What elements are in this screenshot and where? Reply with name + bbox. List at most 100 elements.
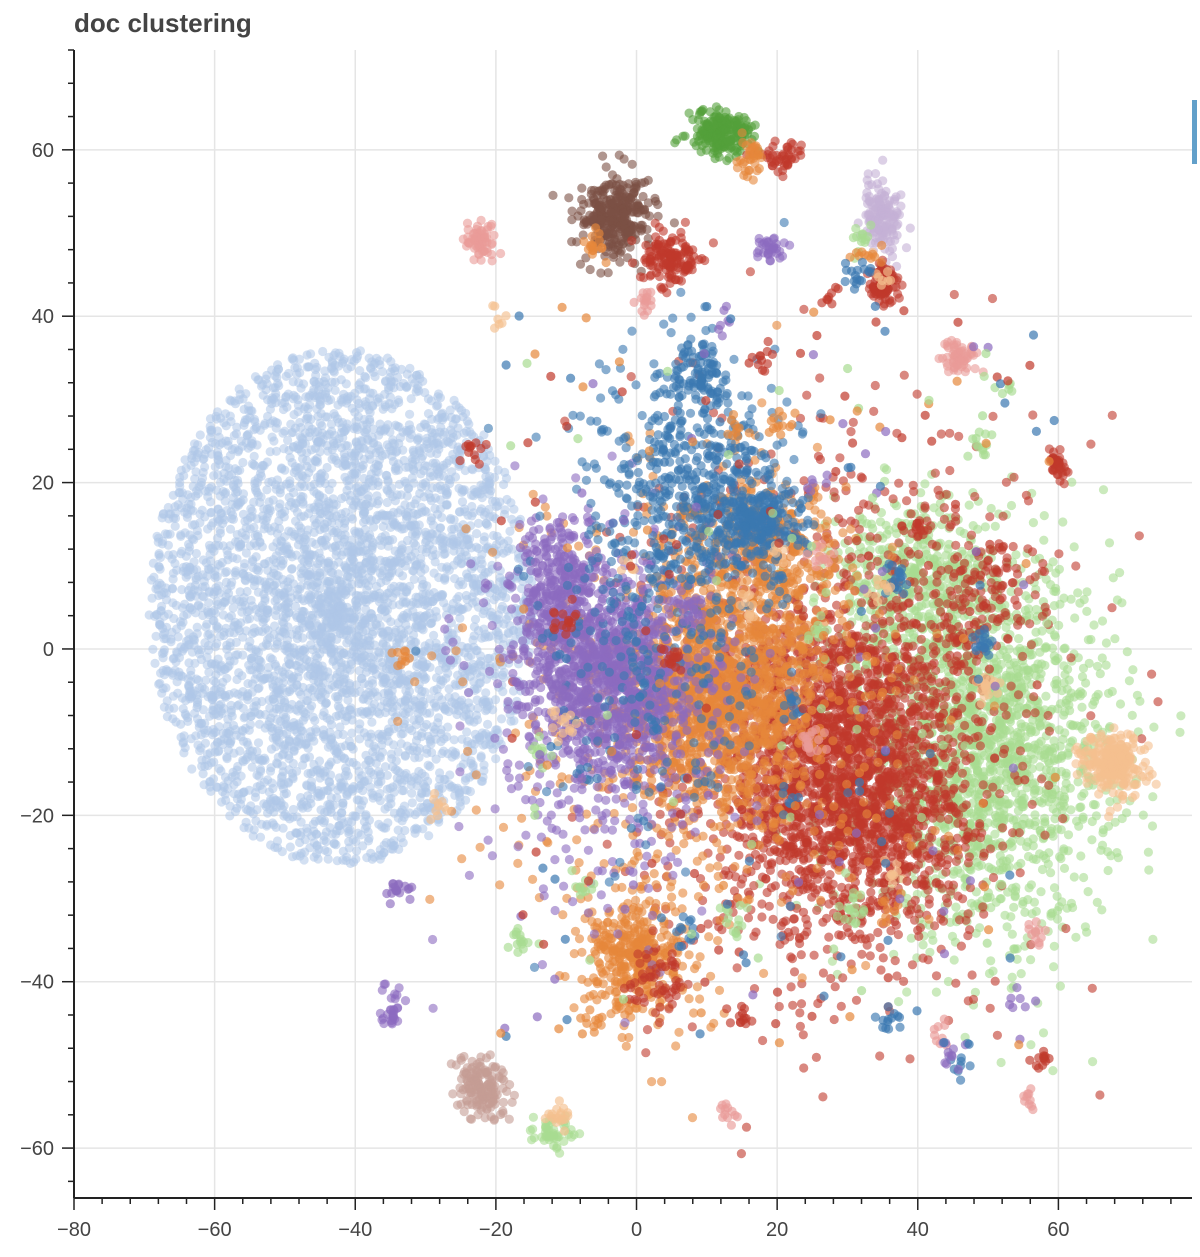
data-point <box>388 517 398 527</box>
data-point <box>304 622 314 632</box>
data-point <box>414 520 424 530</box>
data-point <box>247 665 257 675</box>
data-point <box>418 595 428 605</box>
data-point <box>470 739 480 749</box>
data-point <box>204 667 214 677</box>
data-point <box>315 478 325 488</box>
data-point <box>1007 972 1017 982</box>
data-point <box>187 764 197 774</box>
data-point <box>273 752 283 762</box>
data-point <box>338 846 348 857</box>
data-point <box>247 762 257 772</box>
data-point <box>228 603 238 613</box>
data-point <box>306 414 316 424</box>
data-point <box>478 697 488 707</box>
data-point <box>286 497 296 507</box>
data-point <box>442 458 452 468</box>
data-point <box>287 673 297 683</box>
data-point <box>274 381 284 391</box>
data-point <box>269 522 280 532</box>
data-point <box>241 389 251 399</box>
data-point <box>218 728 228 738</box>
data-point <box>276 561 286 571</box>
data-point <box>420 674 430 685</box>
data-point <box>377 735 387 745</box>
data-point <box>375 796 385 806</box>
data-point <box>220 515 230 525</box>
data-point <box>315 765 325 775</box>
data-point <box>350 469 360 480</box>
data-point <box>1059 863 1070 874</box>
data-point <box>191 731 201 741</box>
data-point <box>192 486 202 496</box>
data-point <box>202 619 212 629</box>
data-point <box>251 816 261 826</box>
data-point <box>210 747 220 757</box>
data-point <box>287 457 297 468</box>
data-point <box>364 450 374 460</box>
data-point <box>348 554 358 565</box>
data-point <box>154 549 164 559</box>
data-point <box>290 725 300 735</box>
data-point <box>298 633 308 643</box>
data-point <box>403 773 413 783</box>
data-point <box>393 825 403 835</box>
data-point <box>446 412 456 422</box>
data-point <box>320 535 330 545</box>
data-point <box>472 529 482 539</box>
data-point <box>411 561 421 571</box>
data-point <box>454 483 464 493</box>
data-point <box>1083 887 1093 897</box>
data-point <box>300 428 310 438</box>
data-point <box>384 727 394 737</box>
data-point <box>358 509 369 519</box>
data-point <box>281 542 291 553</box>
data-point <box>192 674 202 684</box>
data-point <box>298 471 308 481</box>
data-point <box>455 613 465 623</box>
data-point <box>276 481 286 491</box>
data-point <box>272 714 282 725</box>
data-point <box>347 545 358 556</box>
data-point <box>154 562 164 572</box>
data-point <box>170 521 180 531</box>
data-point <box>228 553 238 563</box>
data-point <box>264 497 274 507</box>
data-point <box>445 770 455 780</box>
data-point <box>450 783 460 794</box>
data-point <box>272 723 283 734</box>
data-point <box>241 523 251 533</box>
data-point <box>431 673 442 683</box>
data-point <box>423 760 433 770</box>
toolbar-indicator[interactable] <box>1192 100 1197 164</box>
data-point <box>212 596 222 607</box>
data-point <box>254 719 265 729</box>
data-point <box>367 432 377 442</box>
data-point <box>474 679 484 689</box>
data-point <box>312 634 322 644</box>
data-point <box>1069 542 1079 552</box>
data-point <box>271 610 281 621</box>
data-point <box>310 520 320 530</box>
data-point <box>344 736 354 746</box>
data-point <box>148 644 158 654</box>
data-point <box>436 485 446 495</box>
data-point <box>429 728 439 738</box>
data-point <box>1009 902 1019 912</box>
data-point <box>346 687 356 698</box>
data-point <box>270 659 280 669</box>
data-point <box>452 430 462 440</box>
data-point <box>158 653 168 663</box>
data-point <box>342 364 353 374</box>
data-point <box>186 592 196 602</box>
data-point <box>340 492 350 502</box>
data-point <box>374 597 384 607</box>
data-point <box>435 504 445 514</box>
data-point <box>423 409 434 419</box>
data-point <box>1115 568 1125 578</box>
data-point <box>320 506 330 516</box>
data-point <box>259 524 269 534</box>
data-point <box>236 618 246 628</box>
data-point <box>402 511 412 522</box>
data-point <box>254 771 264 781</box>
